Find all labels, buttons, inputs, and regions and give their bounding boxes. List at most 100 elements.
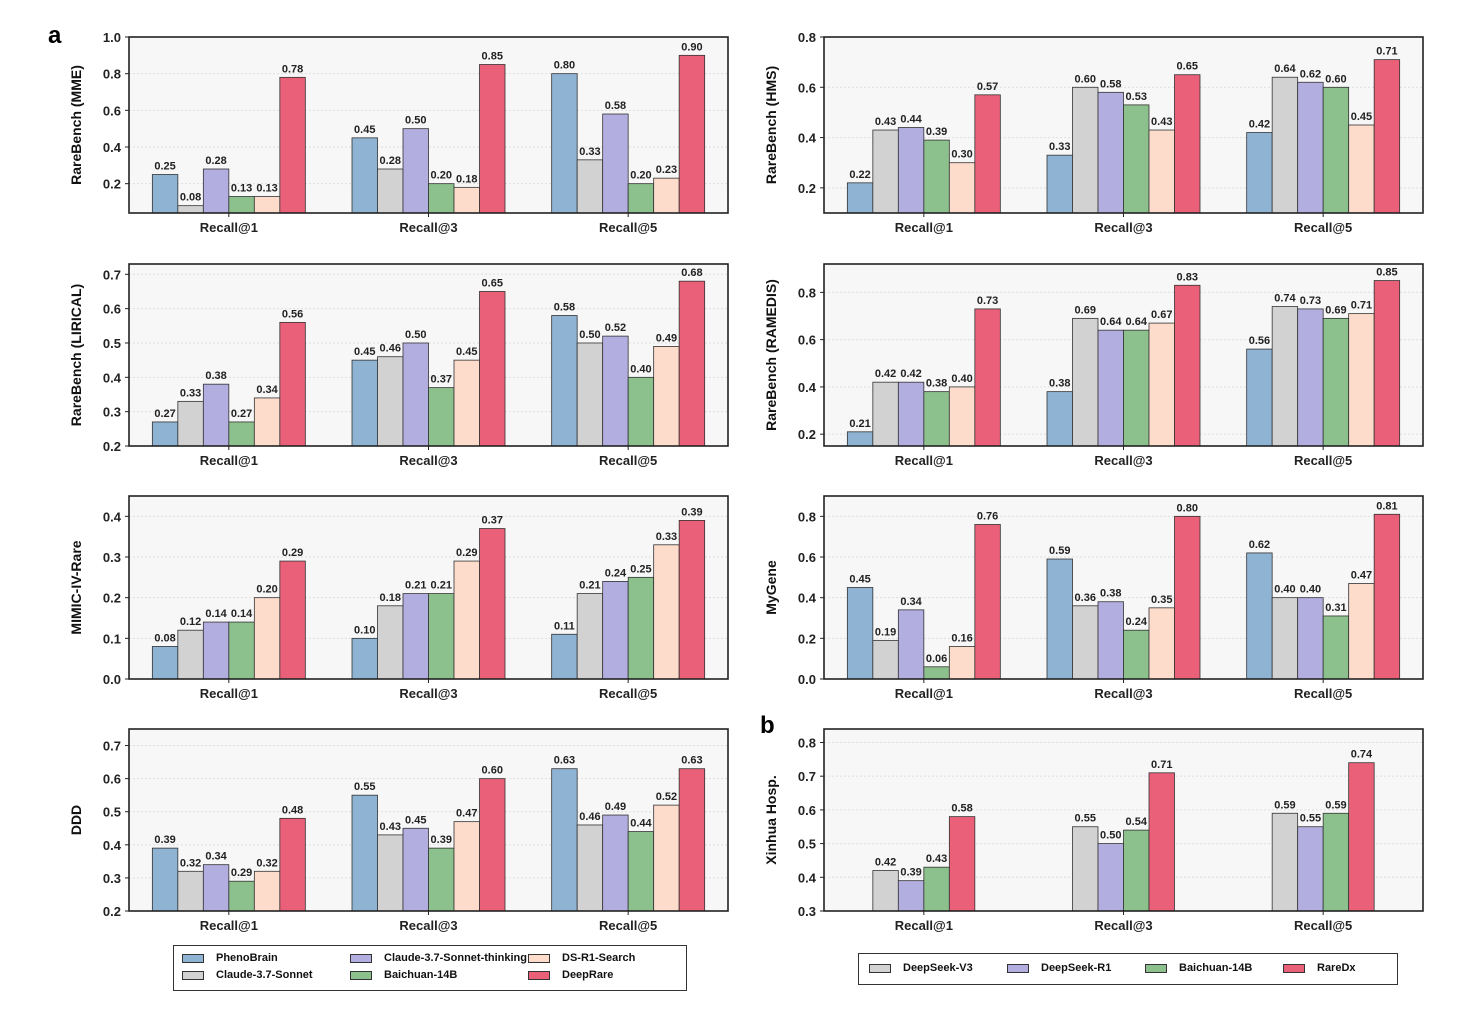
bar-value-label: 0.45 [354, 124, 375, 136]
bar-claude-3-7-sonnet-thinking [202, 168, 230, 214]
bar-value-label: 0.73 [1300, 295, 1321, 307]
panel-label-a: a [48, 22, 62, 49]
bar-value-label: 0.59 [1049, 545, 1070, 557]
bar-deeprare [678, 54, 706, 214]
bar-value-label: 0.44 [630, 818, 652, 830]
bar-value-label: 0.83 [1177, 271, 1198, 283]
bar-phenobrain [551, 315, 578, 447]
y-tick-label: 0.2 [103, 177, 121, 192]
bar-phenobrain [551, 768, 578, 912]
bar-value-label: 0.37 [431, 374, 452, 386]
bar-value-label: 0.32 [256, 857, 277, 869]
bar-value-label: 0.55 [1300, 813, 1321, 825]
y-tick-label: 0.7 [103, 267, 121, 282]
bar-value-label: 0.33 [1049, 141, 1070, 153]
bar-ds-r1-search [1348, 313, 1375, 447]
bar-claude-3-7-sonnet [872, 129, 899, 214]
bar-value-label: 0.52 [656, 791, 677, 803]
bar-deepseek-v3 [1271, 812, 1299, 912]
chart-mimic-iv-rare: 0.0 0.1 0.2 0.3 0.4 MIMIC-IV-Rare 0.08 0.12 0.14… [68, 495, 729, 701]
y-tick-label: 0.4 [103, 370, 122, 385]
y-tick-label: 0.0 [103, 672, 121, 687]
x-tick-label: Recall@3 [399, 686, 457, 701]
bar-value-label: 0.29 [456, 547, 477, 559]
y-tick-label: 0.5 [103, 336, 121, 351]
y-tick-label: 0.6 [798, 80, 816, 95]
bar-value-label: 0.71 [1351, 300, 1372, 312]
bar-value-label: 0.30 [951, 149, 972, 161]
y-tick-label: 0.6 [798, 803, 816, 818]
legend-item-baichuan-14b: Baichuan-14B [350, 969, 457, 981]
bar-ds-r1-search [453, 186, 480, 214]
y-axis-label: RareBench (HMS) [763, 66, 779, 184]
bar-deeprare [1174, 74, 1201, 214]
bar-baichuan-14b [428, 183, 455, 214]
bar-claude-3-7-sonnet [177, 629, 204, 680]
bar-phenobrain [351, 137, 378, 214]
bar-deeprare [678, 520, 706, 680]
plot-frame [128, 728, 729, 912]
bar-phenobrain [551, 633, 578, 680]
bar-value-label: 0.45 [405, 814, 426, 826]
legend-item-phenobrain: PhenoBrain [182, 952, 278, 964]
chart-rarebench-hms: 0.2 0.4 0.6 0.8 RareBench (HMS) 0.22 0.43 0.44 0… [763, 30, 1424, 235]
bar-ds-r1-search [253, 196, 281, 214]
bar-claude-3-7-sonnet-thinking [602, 113, 629, 214]
bar-deeprare [974, 524, 1001, 680]
bar-value-label: 0.42 [900, 368, 921, 380]
x-tick-label: Recall@1 [895, 918, 953, 933]
bar-claude-3-7-sonnet-thinking [602, 335, 629, 447]
y-tick-label: 0.8 [798, 285, 816, 300]
bar-phenobrain [151, 421, 179, 447]
y-tick-label: 0.2 [798, 631, 816, 646]
bar-value-label: 0.50 [579, 329, 600, 341]
bar-phenobrain [1246, 348, 1273, 447]
bar-value-label: 0.55 [1075, 813, 1096, 825]
x-tick-label: Recall@1 [200, 453, 258, 468]
bar-ds-r1-search [253, 597, 281, 680]
y-tick-label: 0.4 [798, 591, 817, 606]
x-tick-label: Recall@5 [599, 918, 657, 933]
bar-claude-3-7-sonnet [1072, 605, 1099, 680]
bar-value-label: 0.43 [926, 853, 947, 865]
bar-value-label: 0.11 [554, 620, 575, 632]
legend-swatch [182, 953, 204, 963]
bar-claude-3-7-sonnet [377, 834, 404, 912]
bar-claude-3-7-sonnet-thinking [1097, 329, 1124, 447]
bar-value-label: 0.20 [431, 170, 452, 182]
bar-phenobrain [351, 637, 378, 680]
bar-value-label: 0.64 [1274, 63, 1296, 75]
bar-deeprare [479, 778, 506, 912]
bar-value-label: 0.08 [180, 192, 201, 204]
x-tick-label: Recall@1 [895, 453, 953, 468]
bar-claude-3-7-sonnet [576, 342, 604, 447]
bar-value-label: 0.27 [231, 408, 252, 420]
bar-claude-3-7-sonnet [1271, 306, 1299, 447]
bar-claude-3-7-sonnet [177, 870, 204, 912]
legend-item-raredx: RareDx [1283, 962, 1356, 974]
bar-value-label: 0.36 [1075, 592, 1096, 604]
bar-value-label: 0.50 [1100, 830, 1121, 842]
bar-ds-r1-search [653, 544, 680, 680]
bar-value-label: 0.14 [231, 608, 253, 620]
y-tick-label: 0.6 [103, 103, 121, 118]
bar-value-label: 0.21 [579, 580, 600, 592]
bar-value-label: 0.69 [1325, 304, 1346, 316]
y-tick-label: 0.8 [798, 509, 816, 524]
bar-value-label: 0.29 [282, 547, 303, 559]
bar-baichuan-14b [923, 666, 950, 680]
bar-value-label: 0.58 [554, 302, 575, 314]
bar-value-label: 0.38 [1049, 378, 1070, 390]
plot-frame [823, 495, 1424, 680]
plot-frame [823, 36, 1424, 214]
bar-value-label: 0.40 [1274, 584, 1295, 596]
legend-panel-a: PhenoBrain Claude-3.7-Sonnet-thinking DS-R… [173, 945, 687, 991]
bar-value-label: 0.14 [205, 608, 227, 620]
bar-value-label: 0.18 [380, 592, 401, 604]
bar-claude-3-7-sonnet-thinking [1297, 81, 1324, 214]
bar-value-label: 0.55 [354, 781, 375, 793]
bar-value-label: 0.39 [154, 834, 175, 846]
y-tick-label: 0.2 [798, 181, 816, 196]
bar-value-label: 0.21 [405, 580, 426, 592]
bar-value-label: 0.43 [380, 821, 401, 833]
